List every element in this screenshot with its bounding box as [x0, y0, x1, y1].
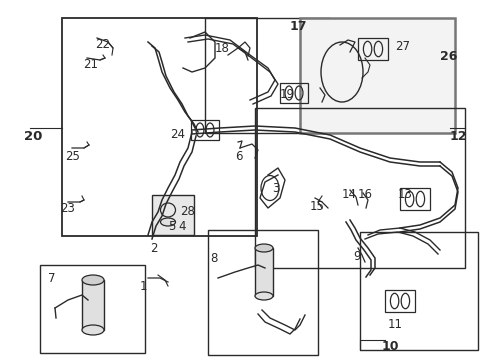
Text: 7: 7 — [48, 272, 55, 285]
Bar — [300, 18, 455, 133]
Text: 10: 10 — [382, 340, 399, 353]
Text: 20: 20 — [24, 130, 42, 143]
Text: 4: 4 — [178, 220, 186, 233]
Bar — [62, 18, 257, 236]
Bar — [208, 230, 318, 355]
Text: 8: 8 — [210, 252, 218, 265]
Bar — [358, 38, 388, 60]
Bar — [255, 108, 465, 268]
Text: 21: 21 — [83, 58, 98, 71]
Text: 13: 13 — [398, 188, 413, 201]
Bar — [385, 290, 415, 312]
Bar — [152, 195, 194, 235]
Text: 14: 14 — [342, 188, 357, 201]
Text: 24: 24 — [170, 128, 185, 141]
Ellipse shape — [161, 218, 175, 226]
Text: 12: 12 — [450, 130, 467, 143]
Text: 9: 9 — [353, 250, 361, 263]
Text: 23: 23 — [60, 202, 75, 215]
Text: 17: 17 — [290, 20, 308, 33]
Text: 6: 6 — [235, 150, 243, 163]
Bar — [360, 232, 478, 350]
Text: 28: 28 — [180, 205, 195, 218]
Text: 16: 16 — [358, 188, 373, 201]
Text: 18: 18 — [215, 42, 230, 55]
Text: 25: 25 — [65, 150, 80, 163]
Text: 22: 22 — [95, 38, 110, 51]
Bar — [400, 188, 430, 210]
Bar — [40, 265, 145, 353]
Text: 5: 5 — [168, 220, 175, 233]
Text: 27: 27 — [395, 40, 410, 53]
Text: 19: 19 — [280, 88, 295, 101]
Bar — [205, 18, 330, 133]
Bar — [280, 83, 308, 103]
Ellipse shape — [82, 325, 104, 335]
Bar — [255, 248, 273, 296]
Text: 11: 11 — [388, 318, 403, 331]
Bar — [82, 280, 104, 330]
Bar — [191, 120, 219, 140]
Ellipse shape — [255, 244, 273, 252]
Text: 26: 26 — [440, 50, 457, 63]
Text: 1: 1 — [140, 280, 147, 293]
Text: 3: 3 — [272, 182, 279, 195]
Text: 2: 2 — [150, 242, 157, 255]
Ellipse shape — [255, 292, 273, 300]
Ellipse shape — [82, 275, 104, 285]
Text: 15: 15 — [310, 200, 325, 213]
